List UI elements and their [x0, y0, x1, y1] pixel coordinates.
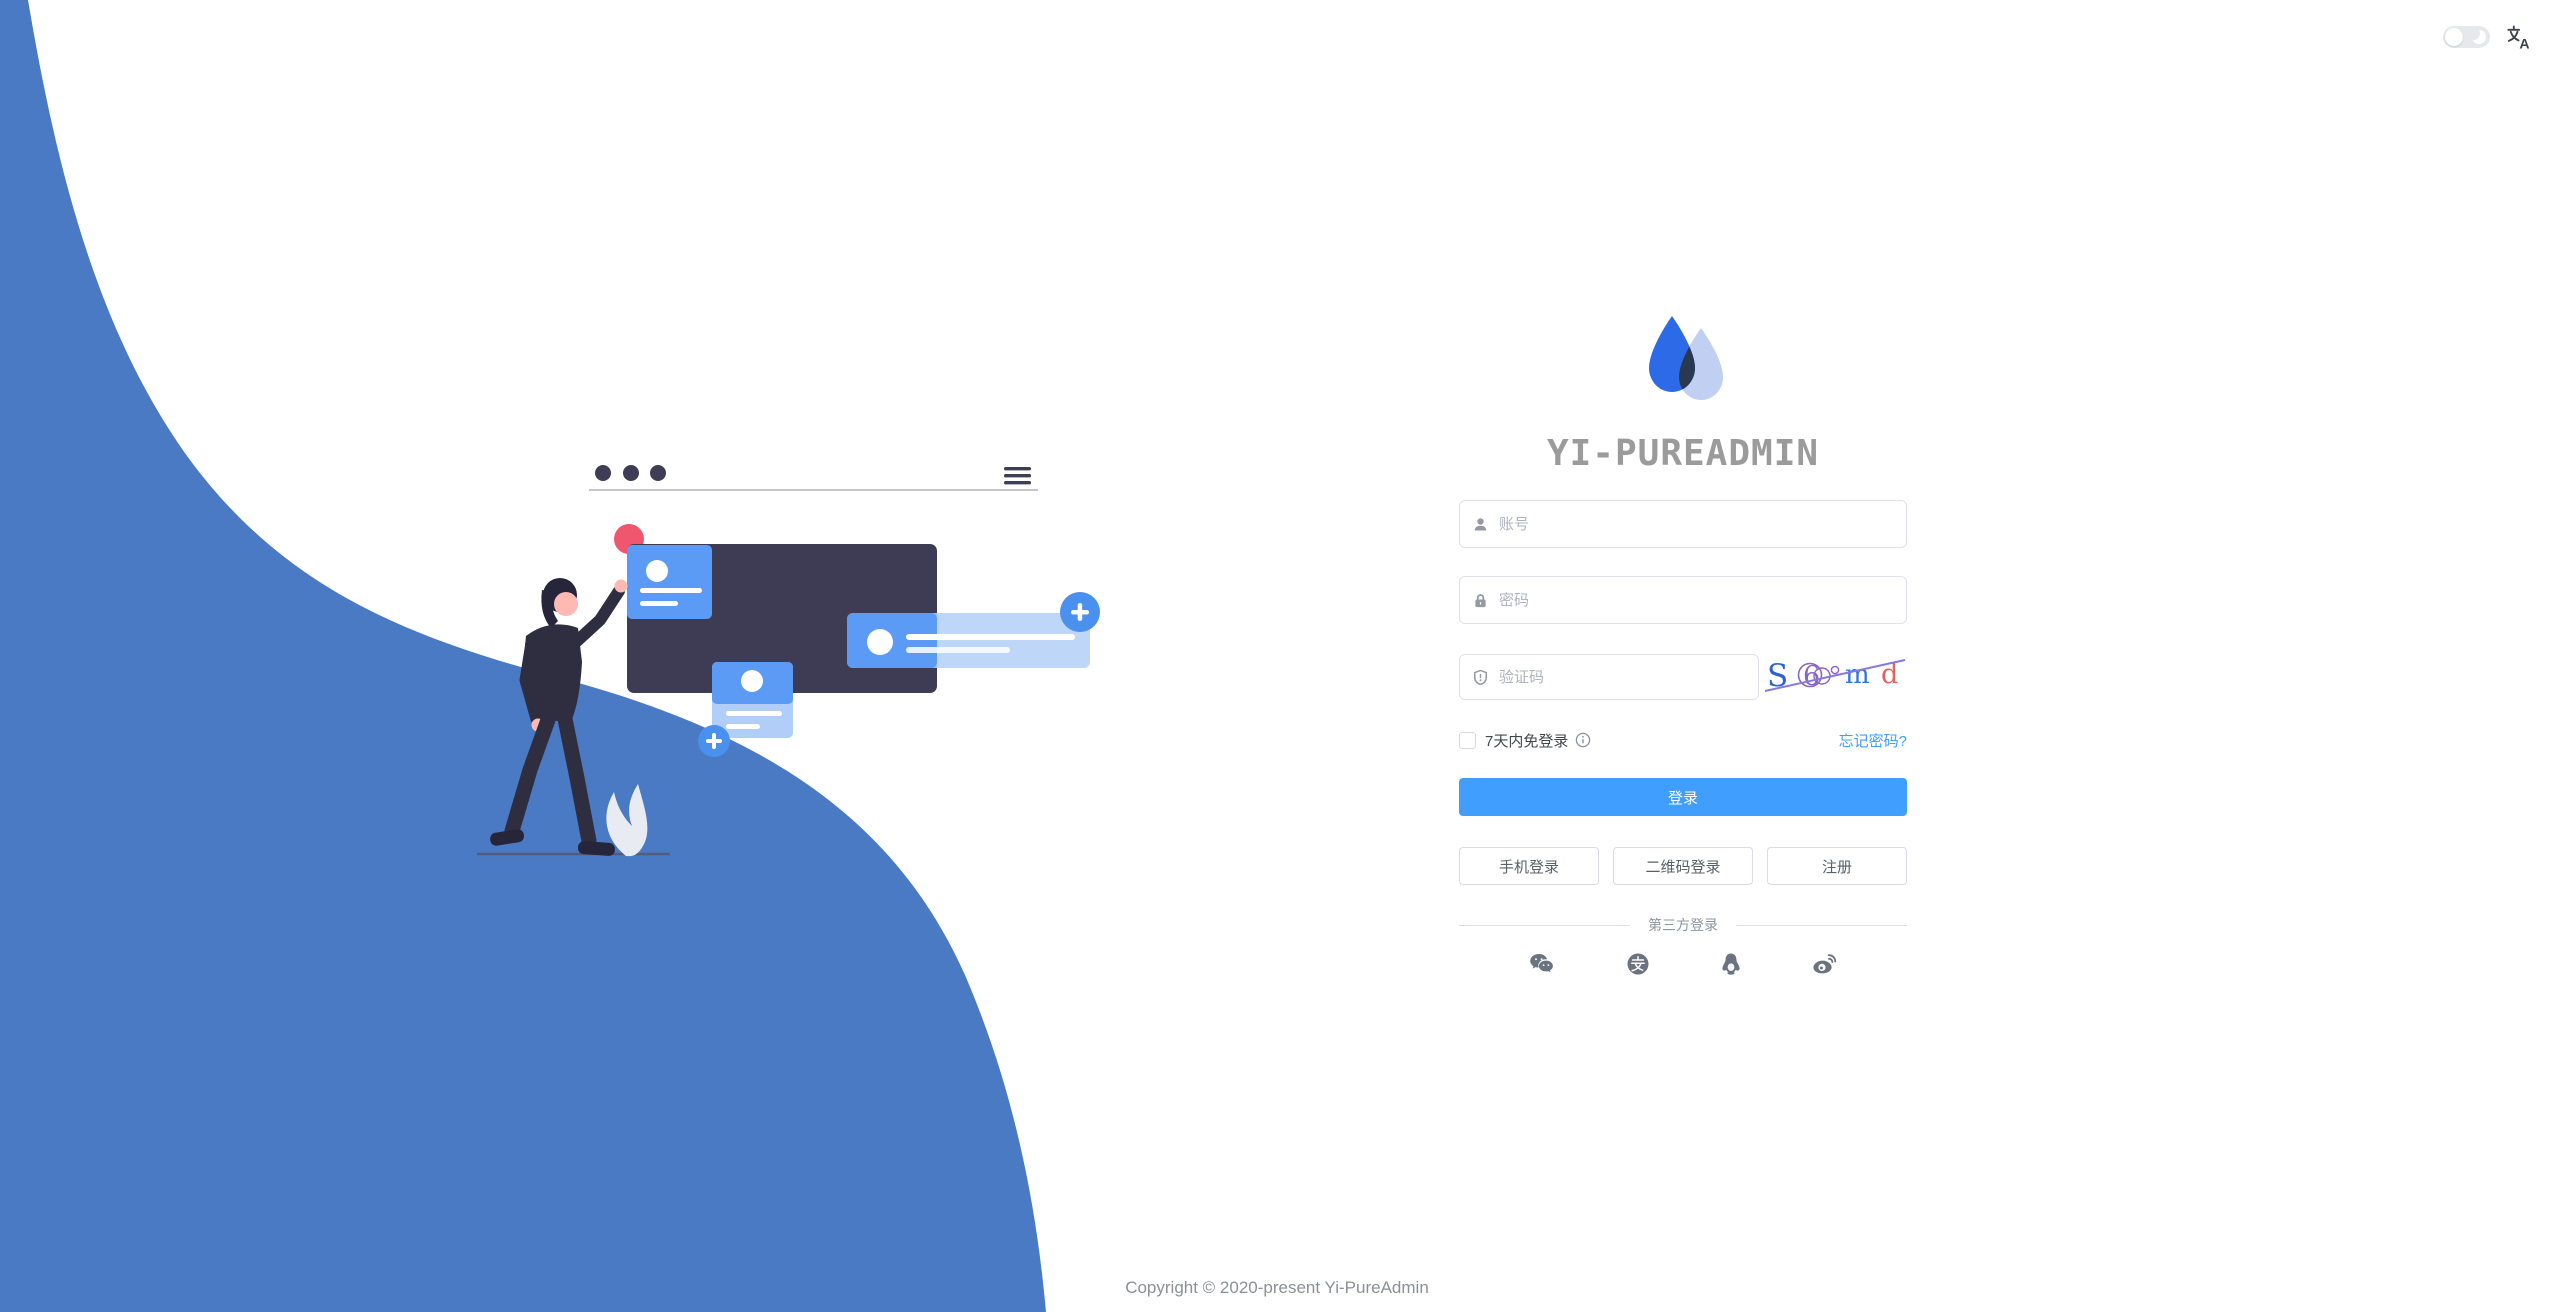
third-party-label: 第三方登录	[1648, 917, 1718, 933]
phone-login-button[interactable]: 手机登录	[1459, 847, 1599, 885]
alipay-icon[interactable]	[1626, 952, 1650, 976]
account-field	[1459, 500, 1907, 548]
browser-dots-icon	[595, 465, 666, 481]
captcha-image[interactable]: S 6 m d	[1765, 654, 1907, 698]
password-input[interactable]	[1489, 591, 1906, 609]
water-drop-logo	[1649, 316, 1723, 400]
password-field	[1459, 576, 1907, 624]
toggle-knob	[2445, 28, 2463, 46]
account-input[interactable]	[1489, 515, 1906, 533]
profile-card	[627, 545, 712, 619]
register-button[interactable]: 注册	[1767, 847, 1907, 885]
svg-text:S: S	[1767, 658, 1788, 694]
small-card	[698, 662, 793, 757]
wechat-icon[interactable]	[1529, 952, 1556, 976]
plus-icon	[1071, 603, 1089, 621]
login-button[interactable]: 登录	[1459, 778, 1907, 816]
qq-icon[interactable]	[1720, 952, 1742, 977]
third-party-divider: 第三方登录	[1459, 915, 1907, 935]
alt-login-row: 手机登录 二维码登录 注册	[1459, 847, 1907, 885]
info-icon	[1576, 732, 1591, 748]
notification-card	[847, 592, 1100, 668]
translate-icon[interactable]: A	[2506, 24, 2532, 50]
copyright: Copyright © 2020-present Yi-PureAdmin	[1125, 1278, 1429, 1297]
plus-icon	[706, 733, 722, 749]
remember-label: 7天内免登录	[1485, 732, 1569, 750]
captcha-field	[1459, 654, 1759, 700]
captcha-input[interactable]	[1489, 668, 1758, 686]
login-illustration	[477, 465, 1100, 857]
weibo-icon[interactable]	[1812, 952, 1838, 976]
qrcode-login-button[interactable]: 二维码登录	[1613, 847, 1753, 885]
user-icon	[1474, 517, 1487, 530]
person	[490, 578, 628, 856]
page-title: YI-PUREADMIN	[1546, 433, 1820, 474]
forgot-password-link[interactable]: 忘记密码?	[1838, 732, 1907, 750]
topbar: A	[2443, 24, 2532, 50]
svg-text:A: A	[2519, 35, 2529, 50]
svg-text:6: 6	[1803, 661, 1820, 692]
moon-icon	[2472, 30, 2486, 44]
shield-icon	[1474, 669, 1487, 685]
svg-text:d: d	[1881, 659, 1898, 690]
leaf	[606, 784, 648, 857]
hamburger-icon	[1004, 467, 1031, 485]
lock-icon	[1475, 593, 1486, 607]
remember-row: 7天内免登录 忘记密码?	[1459, 729, 1907, 751]
svg-text:m: m	[1845, 660, 1870, 690]
remember-checkbox[interactable]	[1459, 731, 1476, 749]
dark-mode-toggle[interactable]	[2443, 26, 2490, 48]
social-login-row	[1459, 952, 1907, 977]
